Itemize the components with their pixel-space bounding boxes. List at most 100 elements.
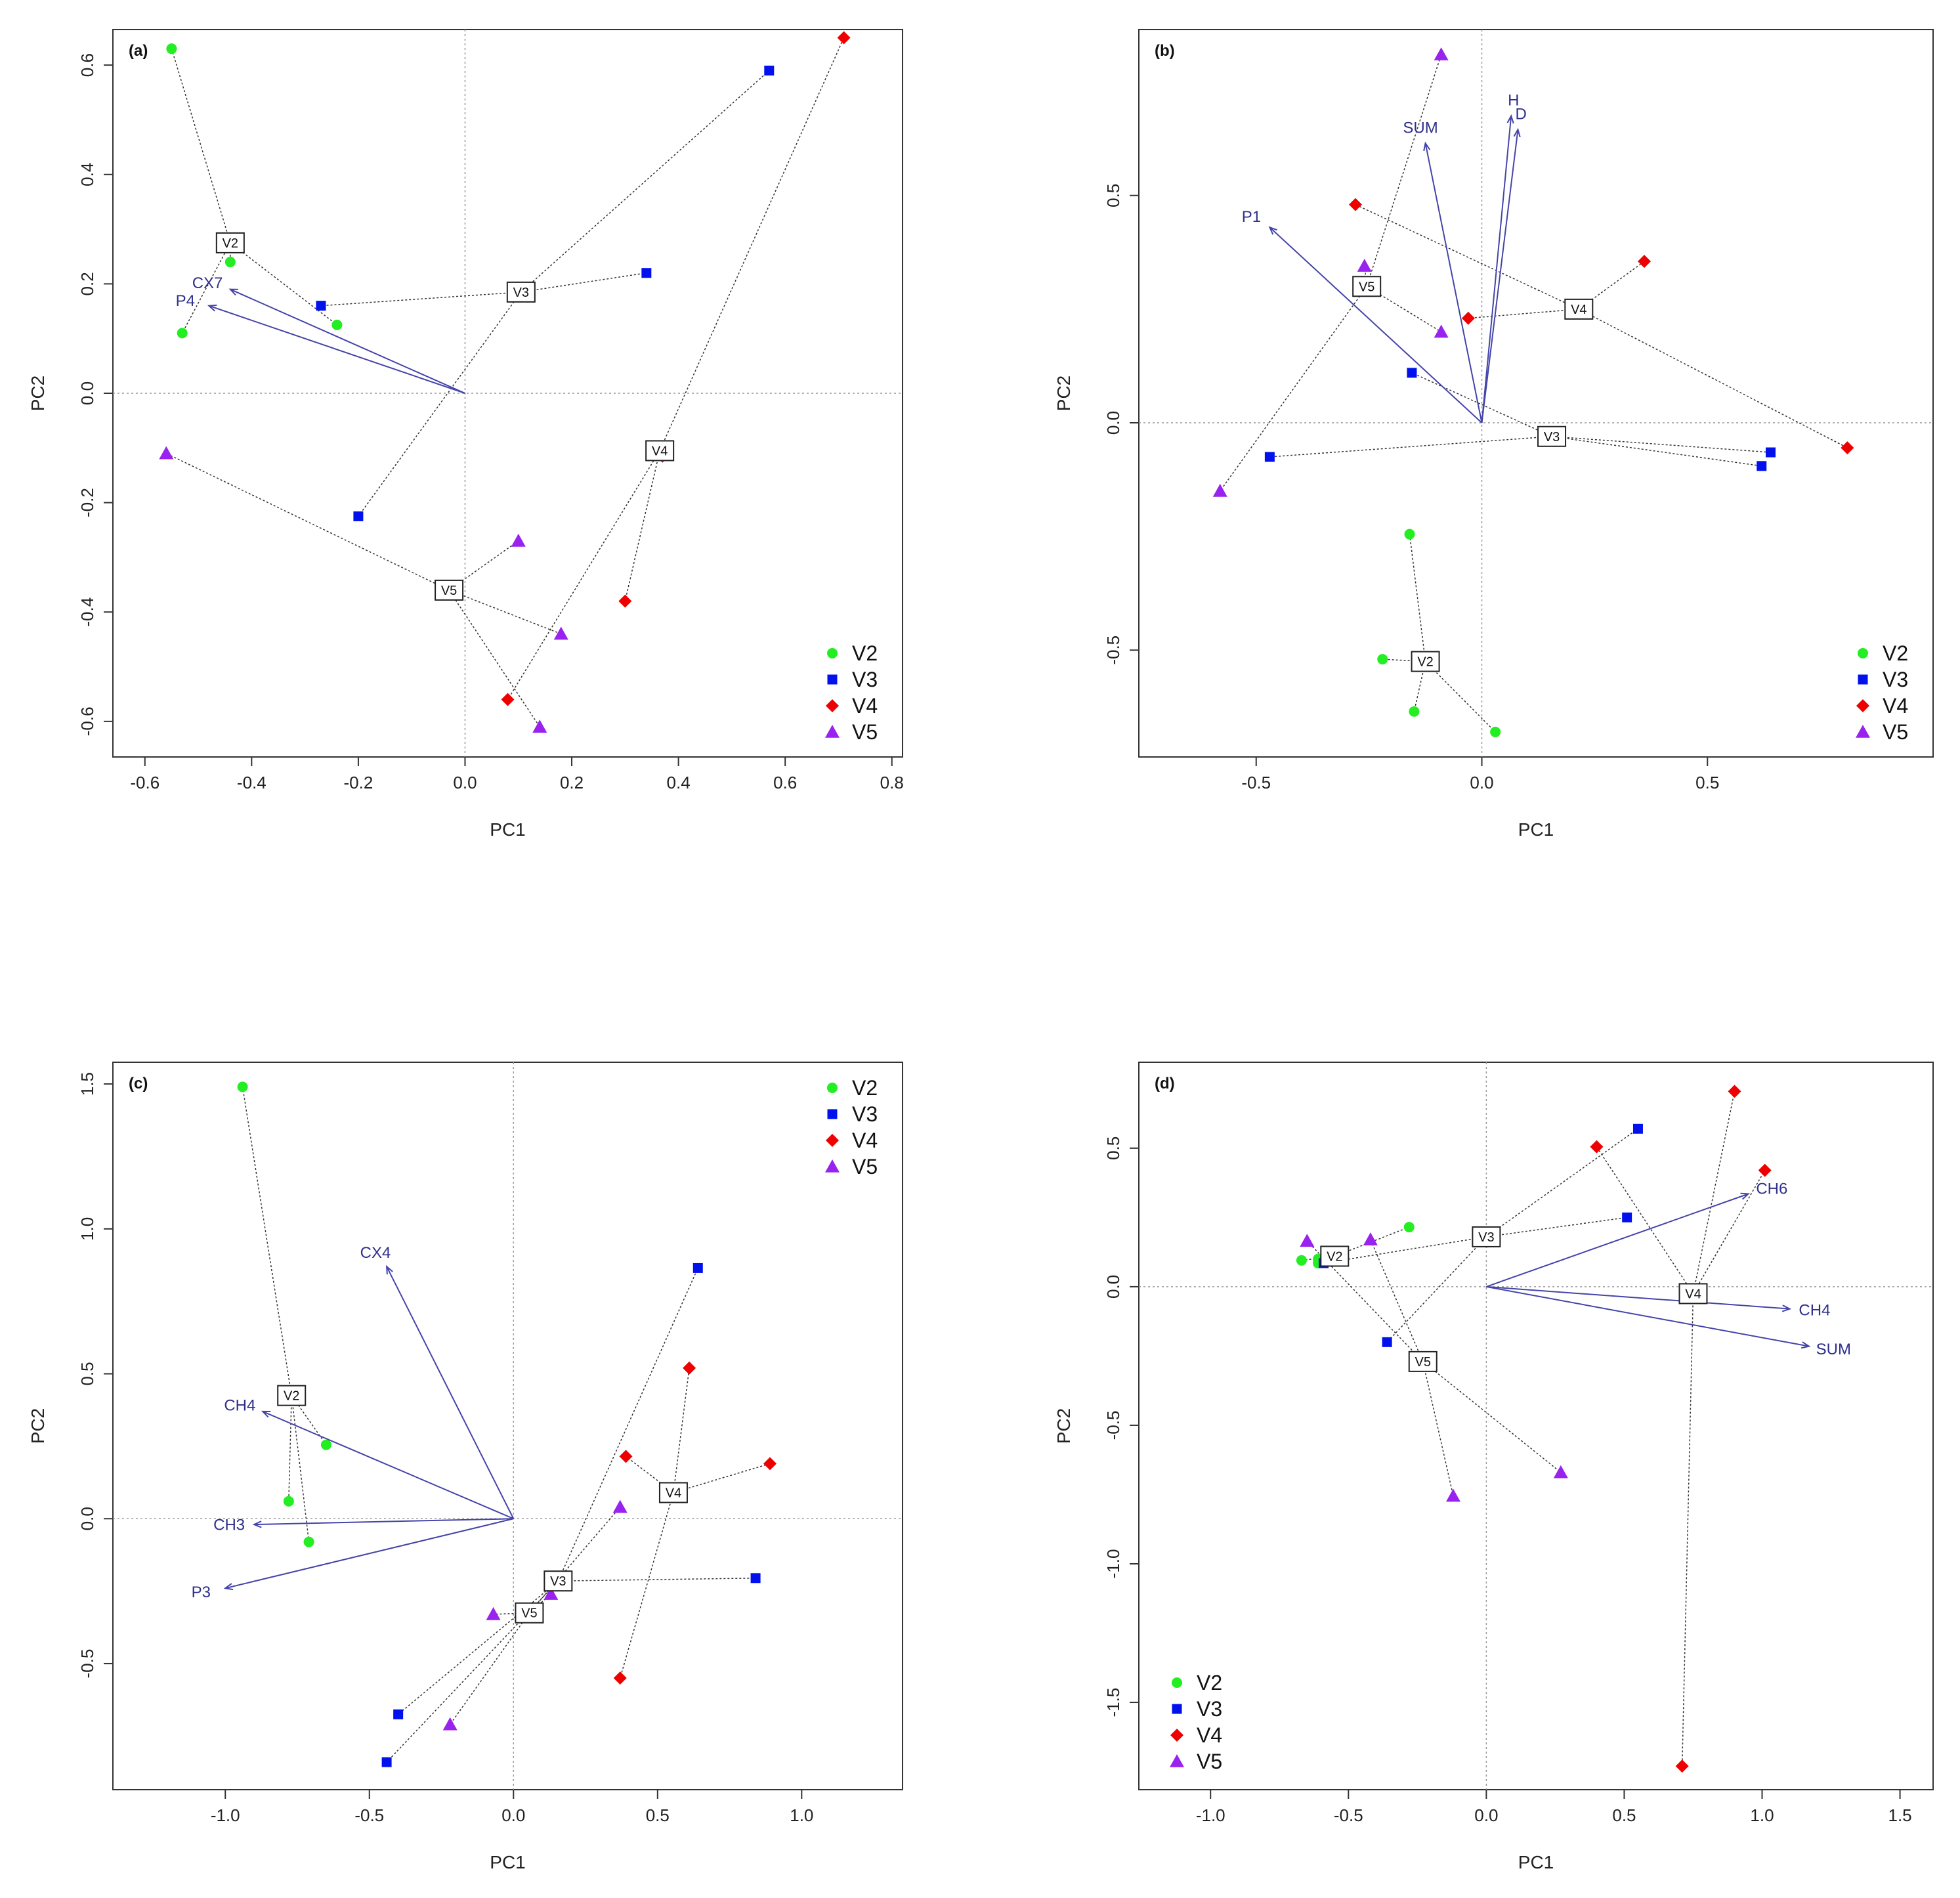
loading-arrowhead xyxy=(261,1410,271,1418)
x-tick-label: 0.6 xyxy=(773,773,797,792)
y-tick-label: 0.0 xyxy=(1103,1275,1123,1299)
spider-line-v5 xyxy=(450,1612,530,1725)
centroid-box xyxy=(215,232,245,253)
data-point-v3 xyxy=(316,301,326,311)
y-axis-title: PC2 xyxy=(1054,376,1074,411)
loading-label: CH3 xyxy=(213,1517,245,1534)
spider-line-v4 xyxy=(673,1463,771,1494)
data-point-v2 xyxy=(1377,654,1388,665)
spider-line-v3 xyxy=(521,70,770,293)
loading-label: P3 xyxy=(192,1584,211,1601)
x-tick-label: 0.4 xyxy=(667,773,691,792)
data-point-v3 xyxy=(1382,1337,1392,1347)
spider-line-v5 xyxy=(448,590,540,727)
spider-line-v4 xyxy=(1355,204,1579,310)
data-point-v5 xyxy=(1212,483,1227,497)
data-point-v2 xyxy=(283,1496,294,1507)
spider-line-v2 xyxy=(1425,661,1496,733)
y-tick-label: -0.5 xyxy=(77,1649,97,1679)
spider-line-v2 xyxy=(230,242,337,326)
legend-marker-v3 xyxy=(1858,674,1868,685)
legend-label: V4 xyxy=(852,1129,878,1152)
data-point-v4 xyxy=(1841,441,1854,455)
y-axis-title: PC2 xyxy=(28,376,48,411)
chart-panel-c: -1.0 -0.5 0.0 0.5 1.0 -0.5 0.0 0.5 1.0 1.5 PC1 PC2 (… xyxy=(28,1062,903,1872)
loading-arrowhead xyxy=(207,304,217,312)
y-tick-label: 0.2 xyxy=(77,272,97,295)
loading-label: SUM xyxy=(1816,1341,1851,1358)
spider-line-v3 xyxy=(320,291,521,307)
data-point-v2 xyxy=(303,1536,314,1547)
spider-line-v4 xyxy=(673,1368,690,1493)
loading-arrowhead xyxy=(1506,114,1514,124)
y-tick-label: 0.0 xyxy=(77,1507,97,1530)
loading-arrowhead xyxy=(1423,141,1431,152)
centroid-box xyxy=(506,281,536,303)
data-point-v5 xyxy=(511,533,526,547)
loading-label: CX4 xyxy=(360,1244,391,1262)
data-point-v5 xyxy=(532,720,547,733)
data-point-v5 xyxy=(1434,324,1449,338)
legend-label: V2 xyxy=(852,641,878,665)
loading-arrow xyxy=(230,288,465,394)
legend-label: V4 xyxy=(1197,1723,1222,1747)
loading-label: SUM xyxy=(1403,119,1438,137)
loading-arrowhead xyxy=(1781,1305,1792,1312)
spider-line-v5 xyxy=(1422,1361,1454,1496)
centroid-label: V2 xyxy=(223,236,238,251)
data-point-v3 xyxy=(393,1709,404,1719)
data-point-v5 xyxy=(1553,1465,1568,1478)
spider-line-v4 xyxy=(1692,1091,1736,1294)
x-tick-label: -0.4 xyxy=(237,773,266,792)
panel-tag: (d) xyxy=(1155,1075,1175,1092)
data-point-v3 xyxy=(381,1757,392,1767)
centroid-box xyxy=(435,579,464,601)
loading-arrowhead xyxy=(1740,1192,1750,1200)
x-axis-title: PC1 xyxy=(490,1852,525,1872)
chart-panel-a: -0.6 -0.4 -0.2 0.0 0.2 0.4 0.6 0.8 -0.6 -0.4 -0.2 0… xyxy=(28,29,904,840)
data-point-v3 xyxy=(1757,461,1767,471)
data-point-v4 xyxy=(619,1450,633,1463)
centroid-label: V2 xyxy=(284,1389,299,1404)
plot-frame xyxy=(1138,1062,1934,1790)
y-tick-label: 0.5 xyxy=(1103,1136,1123,1160)
legend-marker-v5 xyxy=(825,1159,840,1173)
legend-label: V2 xyxy=(852,1076,878,1100)
x-tick-label: -1.0 xyxy=(1196,1805,1225,1825)
y-tick-label: 0.5 xyxy=(1103,184,1123,207)
x-tick-label: 0.2 xyxy=(560,773,584,792)
loading-arrowhead xyxy=(228,288,238,296)
centroid-label: V3 xyxy=(1478,1230,1494,1245)
centroid-label: V5 xyxy=(521,1607,537,1621)
spider-line-v3 xyxy=(1386,1236,1487,1343)
legend-marker-v4 xyxy=(1170,1729,1183,1742)
spider-line-v5 xyxy=(448,590,562,635)
x-axis-title: PC1 xyxy=(490,819,525,840)
spider-line-v4 xyxy=(1468,309,1579,319)
spider-line-v5 xyxy=(528,1507,621,1614)
data-point-v4 xyxy=(1638,255,1651,269)
y-tick-label: 1.5 xyxy=(77,1072,97,1096)
data-point-v3 xyxy=(764,65,775,75)
loading-arrowhead xyxy=(223,1583,234,1591)
legend-marker-v3 xyxy=(827,1109,838,1119)
spider-line-v5 xyxy=(1370,1239,1424,1362)
loading-label: CH4 xyxy=(1799,1301,1830,1319)
y-tick-label: 0.6 xyxy=(77,53,97,77)
centroid-box xyxy=(1678,1283,1708,1305)
loading-label: CH6 xyxy=(1756,1180,1787,1197)
data-point-v5 xyxy=(1445,1488,1460,1502)
spider-line-v2 xyxy=(171,48,231,244)
chart-panel-b: -0.5 0.0 0.5 -0.5 0.0 0.5 PC1 PC2 (b) P1 SUM HD V2 V3… xyxy=(1054,29,1934,840)
x-tick-label: 0.8 xyxy=(880,773,904,792)
spider-line-v2 xyxy=(288,1395,292,1501)
x-tick-label: -0.5 xyxy=(1334,1805,1363,1825)
centroid-box xyxy=(1408,1350,1438,1372)
spider-line-v2 xyxy=(1382,658,1426,662)
data-point-v4 xyxy=(1461,311,1475,325)
x-tick-label: 1.0 xyxy=(1750,1805,1774,1825)
data-point-v2 xyxy=(224,257,236,268)
x-tick-label: 1.5 xyxy=(1888,1805,1912,1825)
centroid-box xyxy=(645,440,675,462)
